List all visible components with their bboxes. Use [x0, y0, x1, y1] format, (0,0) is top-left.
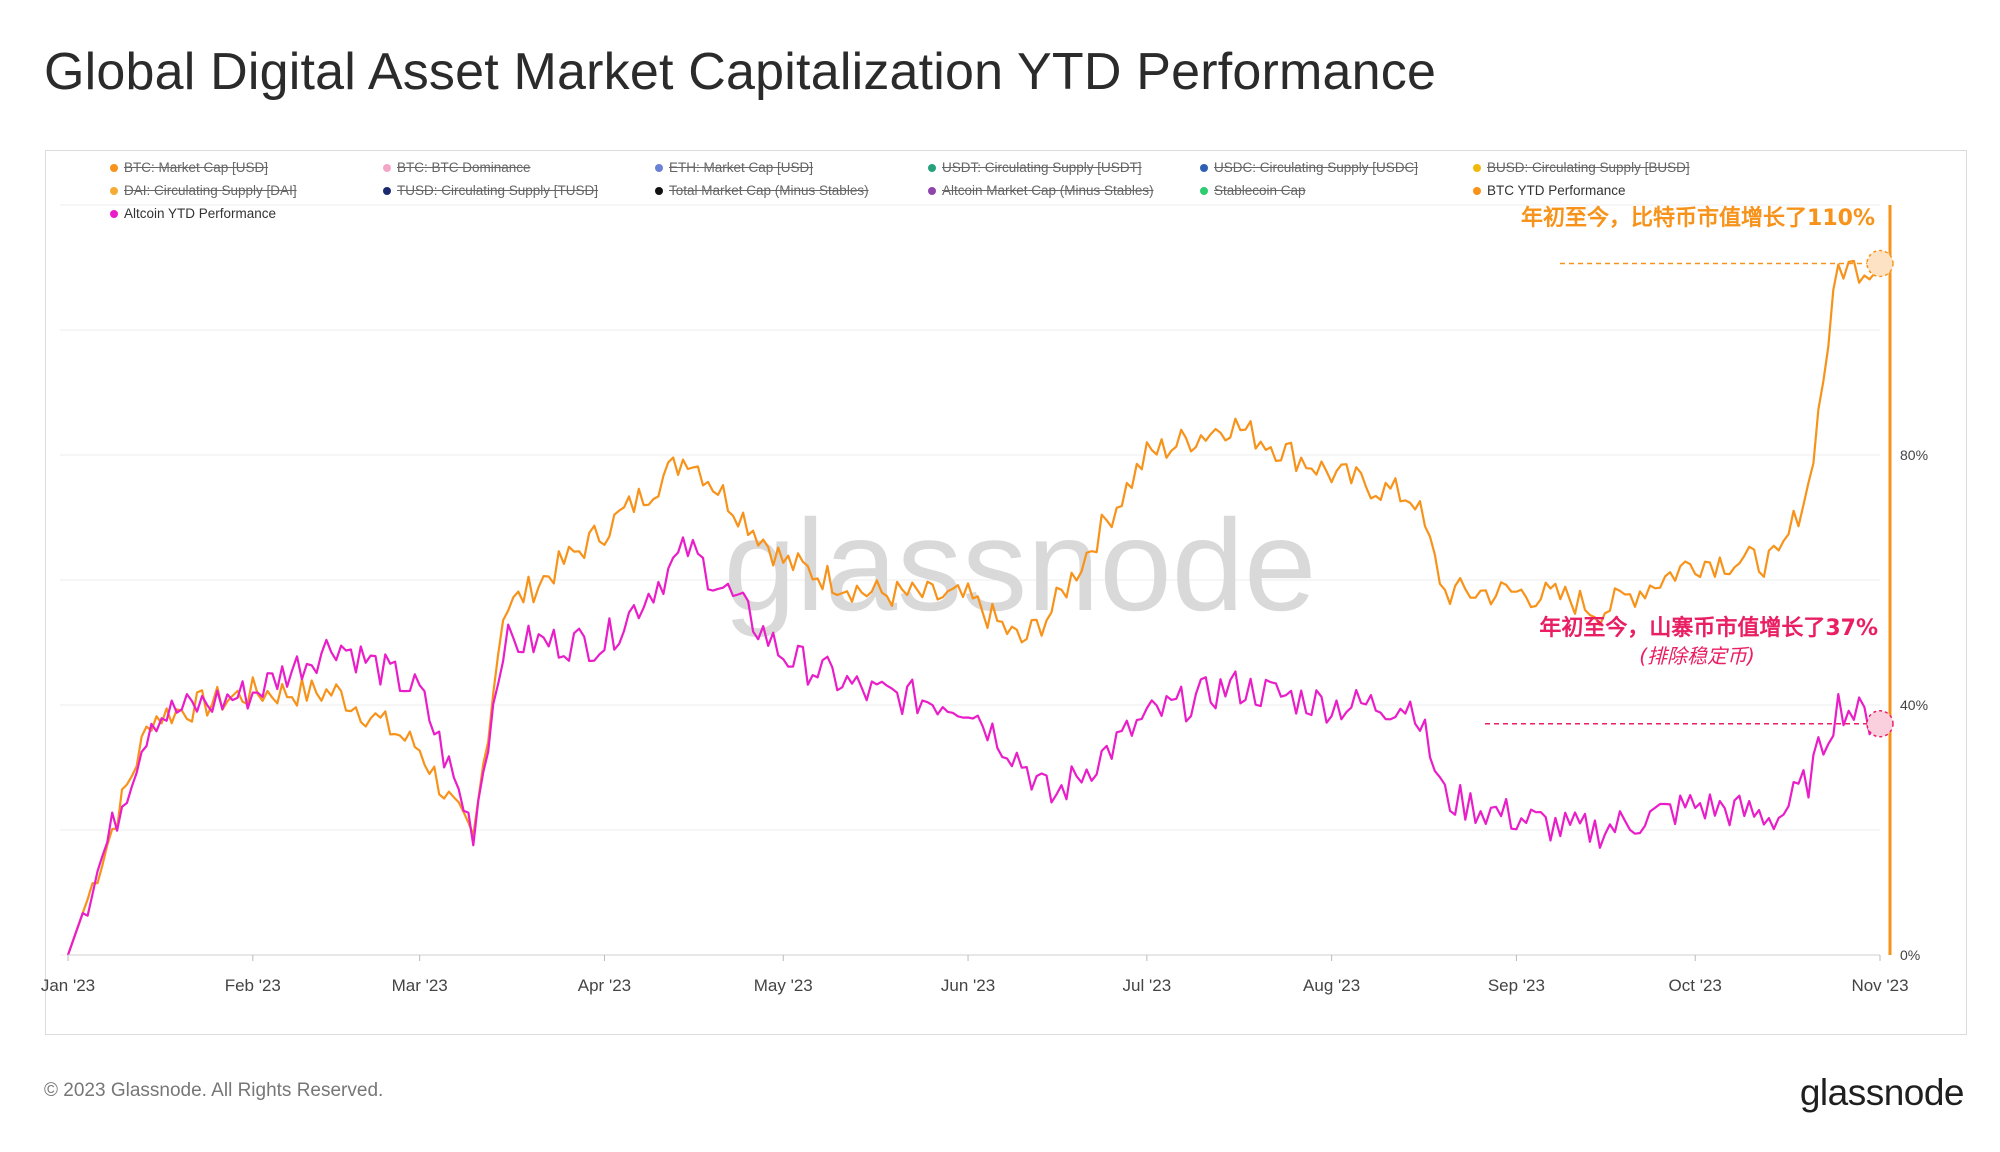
alt-end-marker: [1866, 710, 1894, 738]
legend-dot-icon: [1473, 186, 1481, 195]
watermark: glassnode: [724, 492, 1317, 638]
legend-item[interactable]: BTC: BTC Dominance: [383, 160, 531, 175]
legend-label: BTC: Market Cap [USD]: [124, 160, 269, 175]
legend-item[interactable]: BTC YTD Performance: [1473, 183, 1626, 198]
btc-end-marker: [1866, 249, 1894, 278]
legend-item[interactable]: Total Market Cap (Minus Stables): [655, 183, 869, 198]
legend-dot-icon: [1473, 163, 1481, 172]
chart-frame: [45, 150, 1967, 1035]
x-tick-label: Nov '23: [1851, 976, 1908, 995]
altcoin-annotation: 年初至今，山寨币市值增长了37%: [1539, 615, 1878, 641]
x-tick-label: Jul '23: [1123, 976, 1172, 995]
legend-label: BTC: BTC Dominance: [397, 160, 531, 175]
brand-logo: glassnode: [1799, 1072, 1965, 1113]
legend-item[interactable]: USDT: Circulating Supply [USDT]: [928, 160, 1142, 175]
legend-label: USDT: Circulating Supply [USDT]: [942, 160, 1142, 175]
page-title: Global Digital Asset Market Capitalizati…: [44, 43, 1437, 101]
legend-label: BUSD: Circulating Supply [BUSD]: [1487, 160, 1690, 175]
btc-annotation: 年初至今，比特币市值增长了110%: [1521, 205, 1875, 231]
legend-label: USDC: Circulating Supply [USDC]: [1214, 160, 1419, 175]
legend-dot-icon: [928, 163, 936, 172]
x-tick-label: May '23: [754, 976, 813, 995]
legend-label: Altcoin Market Cap (Minus Stables): [942, 183, 1154, 198]
x-tick-label: Sep '23: [1488, 976, 1545, 995]
legend-label: Stablecoin Cap: [1214, 183, 1306, 198]
x-tick-label: Aug '23: [1303, 976, 1360, 995]
legend-dot-icon: [110, 209, 118, 218]
legend-label: DAI: Circulating Supply [DAI]: [124, 183, 297, 198]
altcoin-annotation-note: (排除稳定币): [1639, 644, 1755, 668]
y-tick-label: 80%: [1900, 447, 1928, 463]
legend-item[interactable]: TUSD: Circulating Supply [TUSD]: [383, 183, 598, 198]
copyright: © 2023 Glassnode. All Rights Reserved.: [44, 1080, 384, 1101]
legend-label: Altcoin YTD Performance: [124, 206, 277, 221]
legend-item[interactable]: BTC: Market Cap [USD]: [110, 160, 268, 175]
x-tick-label: Oct '23: [1669, 976, 1722, 995]
y-tick-label: 40%: [1900, 697, 1928, 713]
x-tick-label: Apr '23: [578, 976, 631, 995]
legend-label: BTC YTD Performance: [1487, 183, 1626, 198]
legend-dot-icon: [655, 186, 663, 195]
legend-dot-icon: [928, 186, 936, 195]
legend-item[interactable]: Altcoin YTD Performance: [110, 206, 276, 221]
legend-dot-icon: [383, 186, 391, 195]
legend-item[interactable]: USDC: Circulating Supply [USDC]: [1200, 160, 1418, 175]
x-tick-label: Jan '23: [41, 976, 95, 995]
legend-item[interactable]: DAI: Circulating Supply [DAI]: [110, 183, 297, 198]
legend-dot-icon: [1200, 186, 1208, 195]
legend-item[interactable]: ETH: Market Cap [USD]: [655, 160, 813, 175]
y-tick-label: 0%: [1900, 947, 1920, 963]
legend-dot-icon: [110, 163, 118, 172]
x-tick-label: Jun '23: [941, 976, 995, 995]
legend-dot-icon: [655, 163, 663, 172]
legend-item[interactable]: BUSD: Circulating Supply [BUSD]: [1473, 160, 1690, 175]
x-tick-label: Mar '23: [392, 976, 448, 995]
legend-dot-icon: [1200, 163, 1208, 172]
legend-label: Total Market Cap (Minus Stables): [669, 183, 869, 198]
legend-dot-icon: [110, 186, 118, 195]
btc-line: [66, 259, 1881, 956]
legend-item[interactable]: Altcoin Market Cap (Minus Stables): [928, 183, 1154, 198]
legend-label: TUSD: Circulating Supply [TUSD]: [397, 183, 599, 198]
legend-dot-icon: [383, 163, 391, 172]
legend-label: ETH: Market Cap [USD]: [669, 160, 814, 175]
x-tick-label: Feb '23: [225, 976, 281, 995]
altcoin-line: [66, 536, 1881, 956]
legend-item[interactable]: Stablecoin Cap: [1200, 183, 1306, 198]
